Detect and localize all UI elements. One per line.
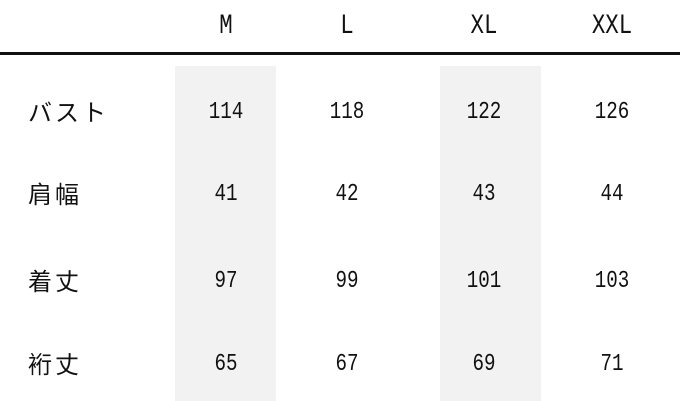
- table-cell: 101: [466, 268, 502, 295]
- table-cell: 103: [594, 268, 630, 295]
- table-cell: 71: [600, 351, 624, 378]
- row-label-length: 着丈: [28, 268, 82, 296]
- table-cell: 41: [214, 181, 238, 208]
- column-shade-xl: [440, 66, 541, 401]
- table-cell: 67: [335, 351, 359, 378]
- column-header-xl: XL: [470, 11, 498, 42]
- column-header-m: M: [219, 11, 233, 42]
- table-cell: 42: [335, 181, 359, 208]
- table-cell: 118: [329, 99, 365, 126]
- table-cell: 65: [214, 351, 238, 378]
- table-cell: 126: [594, 99, 630, 126]
- table-cell: 97: [214, 268, 238, 295]
- row-label-bust: バスト: [28, 99, 109, 127]
- column-header-xxl: XXL: [591, 11, 633, 42]
- column-header-l: L: [340, 11, 354, 42]
- table-cell: 114: [208, 99, 244, 126]
- column-shade-m: [175, 66, 276, 401]
- table-cell: 122: [466, 99, 502, 126]
- table-cell: 99: [335, 268, 359, 295]
- table-cell: 44: [600, 181, 624, 208]
- table-cell: 69: [472, 351, 496, 378]
- header-divider: [0, 52, 680, 55]
- table-cell: 43: [472, 181, 496, 208]
- row-label-shoulder: 肩幅: [28, 181, 82, 209]
- row-label-sleeve: 裄丈: [28, 351, 82, 379]
